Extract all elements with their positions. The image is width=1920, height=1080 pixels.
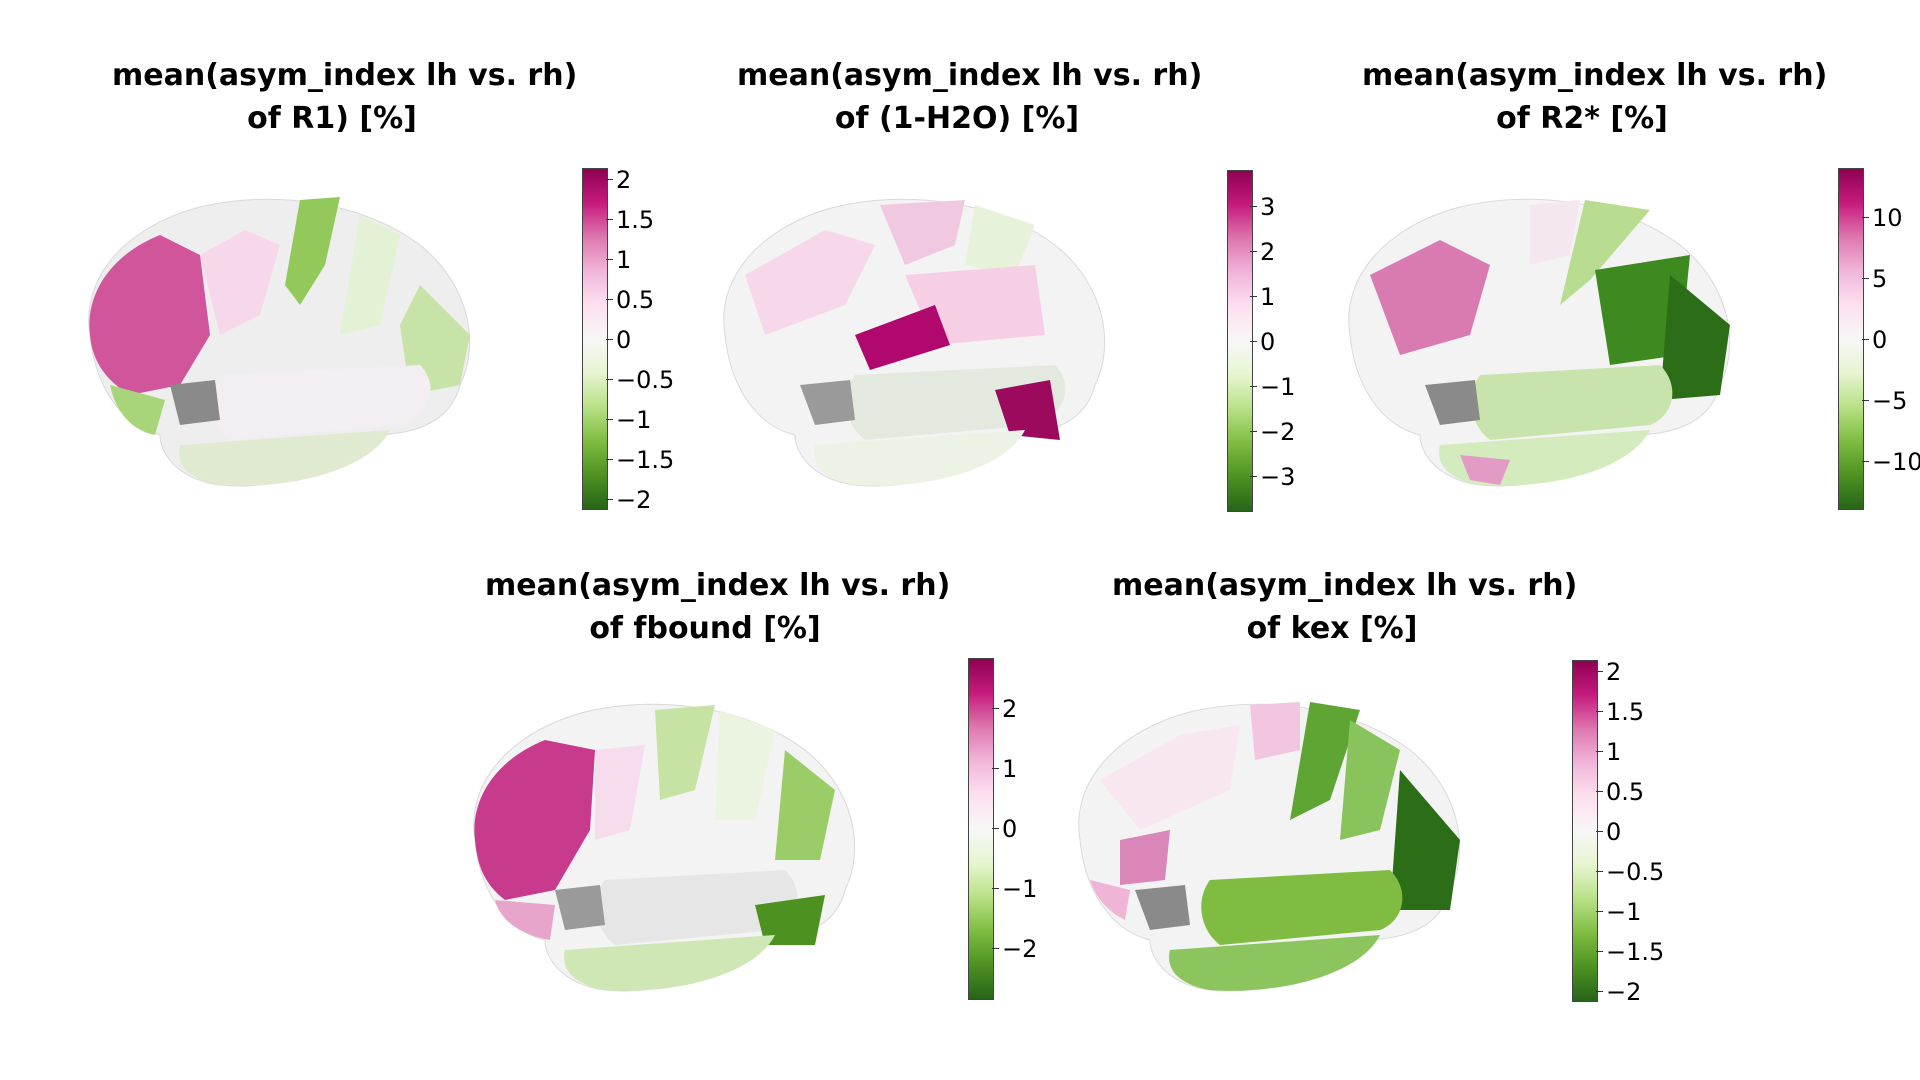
tick-label: 2 — [1595, 658, 1622, 686]
tick-label: −2 — [1595, 978, 1642, 1006]
tick-label: −1 — [1595, 898, 1642, 926]
tick-label: −1.5 — [605, 446, 675, 474]
tick-label: 5 — [1861, 265, 1888, 293]
colorbar-r2star — [1838, 168, 1864, 510]
panel-title: mean(asym_index lh vs. rh) of R1) [%] — [112, 54, 578, 140]
panel-title: mean(asym_index lh vs. rh) of R2* [%] — [1362, 54, 1828, 140]
title-line-2: of R2* [%] — [1496, 101, 1668, 136]
title-line-1: mean(asym_index lh vs. rh) — [737, 58, 1203, 93]
tick-label: 0 — [991, 815, 1018, 843]
tick-label: 1 — [1249, 283, 1276, 311]
tick-label: −0.5 — [605, 366, 675, 394]
tick-label: −1.5 — [1595, 938, 1665, 966]
tick-label: 0 — [605, 326, 632, 354]
title-line-1: mean(asym_index lh vs. rh) — [1112, 568, 1578, 603]
brain-surface-r2star — [1348, 198, 1731, 487]
panel-title: mean(asym_index lh vs. rh) of kex [%] — [1112, 564, 1578, 650]
brain-surface-h2o — [723, 198, 1106, 487]
tick-label: −10 — [1862, 450, 1920, 474]
panel-title: mean(asym_index lh vs. rh) of fbound [%] — [485, 564, 951, 650]
tick-label: 1 — [605, 246, 632, 274]
title-line-2: of R1) [%] — [247, 101, 417, 136]
tick-label: −1 — [991, 875, 1038, 903]
tick-label: 1 — [991, 755, 1018, 783]
tick-label: 0.5 — [1595, 778, 1645, 806]
panel-title: mean(asym_index lh vs. rh) of (1-H2O) [%… — [737, 54, 1203, 140]
brain-surface-fbound — [473, 703, 856, 992]
tick-label: 0 — [1861, 326, 1888, 354]
title-line-2: of fbound [%] — [589, 611, 821, 646]
title-line-2: of (1-H2O) [%] — [834, 101, 1080, 136]
tick-label: −2 — [991, 935, 1038, 963]
tick-label: 0 — [1595, 818, 1622, 846]
tick-label: 0 — [1249, 328, 1276, 356]
tick-label: −5 — [1861, 387, 1908, 415]
tick-label: 3 — [1249, 193, 1276, 221]
tick-label: 0.5 — [605, 286, 655, 314]
colorbar-kex — [1572, 660, 1598, 1002]
colorbar-fbound — [968, 658, 994, 1000]
tick-label: 2 — [1249, 238, 1276, 266]
colorbar-r1 — [582, 168, 608, 510]
tick-label: −0.5 — [1595, 858, 1665, 886]
tick-label: −2 — [605, 486, 652, 514]
tick-label: −1 — [1249, 373, 1296, 401]
tick-label: −2 — [1249, 418, 1296, 446]
title-line-1: mean(asym_index lh vs. rh) — [1362, 58, 1828, 93]
tick-label: −3 — [1249, 463, 1296, 491]
title-line-1: mean(asym_index lh vs. rh) — [112, 58, 578, 93]
title-line-2: of kex [%] — [1246, 611, 1418, 646]
title-line-1: mean(asym_index lh vs. rh) — [485, 568, 951, 603]
brain-surface-r1 — [88, 197, 471, 487]
brain-surface-kex — [1078, 702, 1461, 992]
tick-label: 2 — [605, 166, 632, 194]
tick-label: 1.5 — [1595, 698, 1645, 726]
tick-label: 10 — [1862, 204, 1903, 232]
tick-label: 1.5 — [605, 206, 655, 234]
tick-label: 2 — [991, 695, 1018, 723]
tick-label: −1 — [605, 406, 652, 434]
tick-label: 1 — [1595, 738, 1622, 766]
